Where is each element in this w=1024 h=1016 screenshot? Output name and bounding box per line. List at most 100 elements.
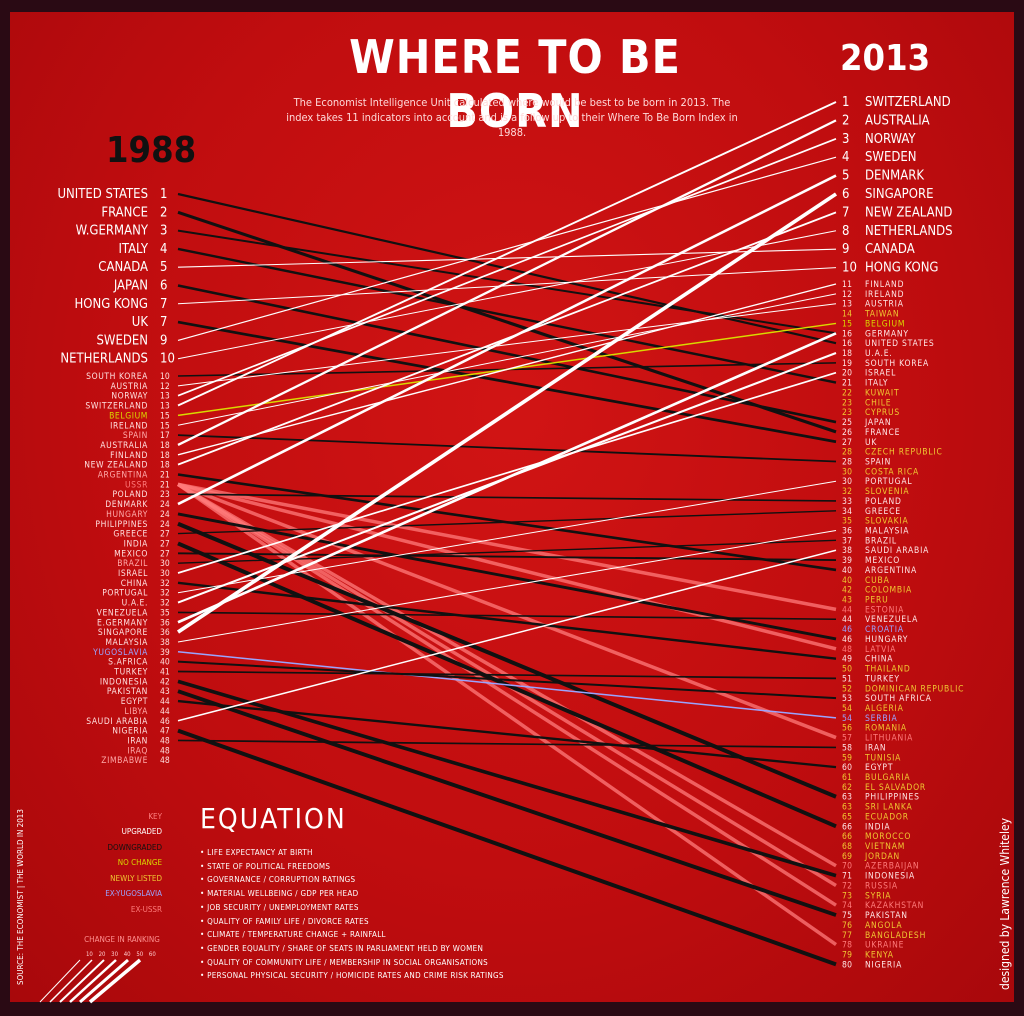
label-2013-rank: 77	[842, 931, 852, 941]
link-line-upgraded	[177, 303, 837, 387]
label-2013-country: VENEZUELA	[865, 615, 918, 625]
label-1988-rank: 39	[160, 648, 170, 658]
label-2013-country: DENMARK	[865, 169, 924, 184]
label-2013-rank: 21	[842, 379, 852, 389]
label-1988-rank: 46	[160, 717, 170, 727]
year-1988-heading: 1988	[106, 130, 197, 171]
label-2013-country: SOUTH KOREA	[865, 359, 929, 369]
label-1988-country: JAPAN	[113, 279, 148, 294]
label-1988-rank: 36	[160, 618, 170, 628]
label-1988-country: FRANCE	[101, 205, 148, 220]
label-2013-rank: 54	[842, 714, 852, 724]
label-2013-rank: 12	[842, 290, 852, 300]
label-1988-country: S.AFRICA	[108, 658, 148, 668]
label-2013-country: LITHUANIA	[865, 734, 913, 744]
label-1988-country: FINLAND	[110, 451, 148, 461]
link-line-downgraded	[177, 728, 837, 967]
link-line-upgraded	[177, 101, 837, 407]
label-1988-rank: 24	[160, 520, 170, 530]
label-1988-country: CHINA	[121, 579, 148, 589]
link-line-upgraded	[177, 371, 837, 574]
label-2013-rank: 69	[842, 852, 852, 862]
label-1988-country: SWITZERLAND	[85, 402, 148, 412]
label-2013-rank: 72	[842, 881, 852, 891]
label-1988-country: EGYPT	[121, 697, 148, 707]
label-2013-country: FRANCE	[865, 428, 900, 438]
label-2013-rank: 75	[842, 911, 852, 921]
key-item: EX-USSR	[130, 904, 162, 914]
label-2013-rank: 54	[842, 704, 852, 714]
label-2013-rank: 70	[842, 862, 852, 872]
label-1988-rank: 6	[160, 279, 167, 294]
label-1988-rank: 10	[160, 352, 175, 367]
label-1988-country: USSR	[125, 480, 148, 490]
label-2013-country: ROMANIA	[865, 724, 907, 734]
label-1988-country: INDIA	[124, 539, 149, 549]
label-2013-country: SAUDI ARABIA	[865, 546, 929, 556]
label-2013-rank: 6	[842, 187, 849, 202]
label-2013-country: SYRIA	[865, 891, 891, 901]
label-2013-country: ESTONIA	[865, 605, 904, 615]
corner-stripe	[49, 959, 93, 1003]
label-2013-rank: 28	[842, 457, 852, 467]
label-1988-country: SWEDEN	[96, 333, 148, 348]
label-1988-rank: 13	[160, 402, 170, 412]
equation-item: • PERSONAL PHYSICAL SECURITY / HOMICIDE …	[200, 971, 504, 981]
change-in-ranking-title: CHANGE IN RANKING	[84, 935, 160, 944]
label-1988-country: NORWAY	[111, 392, 148, 402]
label-2013-country: PERU	[865, 596, 889, 606]
label-2013-rank: 23	[842, 408, 852, 418]
label-1988-country: GREECE	[113, 530, 148, 540]
label-2013-country: TUNISIA	[864, 753, 901, 763]
link-line-upgraded	[176, 192, 838, 634]
label-1988-country: W.GERMANY	[76, 224, 149, 239]
label-1988-country: U.A.E.	[122, 599, 148, 609]
label-1988-rank: 9	[160, 333, 167, 348]
page-title: WHERE TO BE BORN	[349, 30, 681, 138]
label-1988-rank: 18	[160, 441, 170, 451]
label-2013-country: COSTA RICA	[865, 467, 919, 477]
label-2013-rank: 19	[842, 359, 852, 369]
label-2013-country: PHILIPPINES	[865, 793, 920, 803]
label-1988-rank: 24	[160, 510, 170, 520]
link-line-downgraded	[177, 699, 837, 769]
label-2013-country: MALAYSIA	[865, 527, 909, 537]
link-line-ex-ussr	[177, 482, 837, 651]
label-1988-country: E.GERMANY	[97, 618, 148, 628]
label-2013-country: CANADA	[865, 242, 915, 257]
label-2013-country: MEXICO	[865, 556, 900, 566]
label-2013-rank: 11	[842, 280, 852, 290]
label-2013-rank: 49	[842, 655, 852, 665]
label-2013-rank: 39	[842, 556, 852, 566]
labels-2013: 1 SWITZERLAND 2 AUSTRALIA 3 NORWAY 4 SWEDEN 5 DEN…	[842, 95, 964, 970]
key-item: DOWNGRADED	[107, 842, 162, 852]
label-2013-country: CUBA	[865, 576, 890, 586]
label-2013-country: HUNGARY	[865, 635, 908, 645]
label-2013-country: SWITZERLAND	[865, 95, 951, 110]
label-2013-country: CZECH REPUBLIC	[865, 448, 943, 458]
link-line-downgraded	[177, 434, 837, 463]
label-1988-rank: 18	[160, 451, 170, 461]
link-line-upgraded	[177, 267, 837, 305]
label-1988-rank: 23	[160, 490, 170, 500]
label-2013-rank: 15	[842, 319, 852, 329]
label-1988-rank: 36	[160, 628, 170, 638]
label-2013-rank: 65	[842, 812, 852, 822]
label-1988-rank: 40	[160, 658, 170, 668]
label-1988-country: SOUTH KOREA	[86, 372, 148, 382]
label-1988-rank: 4	[160, 242, 167, 257]
label-2013-rank: 73	[842, 891, 852, 901]
label-2013-rank: 80	[842, 960, 852, 970]
corner-stripe	[88, 958, 142, 1004]
corner-stripe	[79, 958, 129, 1004]
designer-credit: designed by Lawrence Whiteley	[998, 818, 1012, 990]
label-1988-rank: 48	[160, 746, 170, 756]
label-1988-country: ISRAEL	[118, 569, 148, 579]
label-2013-country: COLOMBIA	[865, 586, 912, 596]
label-1988-country: IRAN	[127, 736, 148, 746]
label-1988-rank: 10	[160, 372, 170, 382]
label-1988-country: BELGIUM	[109, 411, 148, 421]
link-line-ex-ussr	[177, 482, 837, 612]
link-line-downgraded	[177, 739, 837, 749]
